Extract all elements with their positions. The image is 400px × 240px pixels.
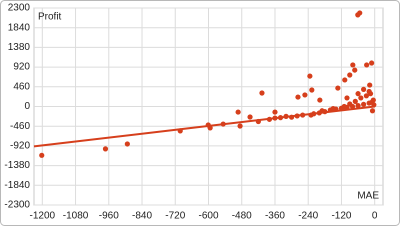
point [237, 123, 243, 129]
point [177, 128, 183, 134]
point [317, 97, 323, 103]
y-tick-label: -460 [10, 121, 30, 132]
x-tick-label: -600 [198, 211, 218, 222]
point [259, 90, 265, 96]
point [361, 101, 367, 107]
y-tick-label: 1840 [8, 22, 31, 33]
chart: 2300 1840 1380 920 460 0 -460 -920 -1380 -1840 -23… [0, 0, 400, 226]
point [330, 106, 336, 112]
point [352, 67, 358, 73]
point [309, 87, 315, 93]
y-tick-label: 0 [24, 101, 30, 112]
y-tick-label: 920 [13, 62, 30, 73]
point [294, 113, 300, 119]
point [302, 92, 308, 98]
point [300, 112, 306, 118]
point [341, 103, 347, 110]
point [366, 88, 372, 95]
x-tick-label: -480 [232, 211, 252, 222]
x-tick-label: -720 [165, 211, 185, 222]
point [102, 146, 109, 152]
point [255, 118, 261, 125]
point [39, 152, 45, 158]
y-axis-label: Profit [38, 12, 62, 23]
x-tick-label: -1200 [30, 211, 56, 222]
point [344, 95, 350, 101]
y-tick-label: 1380 [8, 42, 31, 53]
point [364, 62, 370, 68]
point [311, 111, 317, 117]
point [347, 101, 353, 107]
point [367, 82, 373, 88]
y-tick-label: -1380 [4, 160, 30, 171]
x-tick-label: -960 [99, 211, 119, 222]
y-tick-label: -920 [10, 141, 30, 152]
point [124, 141, 130, 147]
point [277, 115, 284, 121]
point [363, 93, 369, 99]
point [358, 95, 364, 101]
point [272, 109, 278, 115]
point [352, 98, 358, 104]
point [369, 108, 376, 114]
point [335, 85, 341, 91]
point [247, 114, 253, 120]
point [371, 102, 377, 108]
point [207, 125, 213, 131]
x-tick-label: -360 [265, 211, 285, 222]
point [355, 91, 361, 97]
point [319, 108, 325, 114]
point [220, 121, 226, 127]
point [266, 116, 273, 122]
point [361, 86, 367, 92]
point [272, 115, 278, 121]
point [307, 73, 313, 79]
x-tick-label: -240 [298, 211, 318, 222]
point [355, 103, 361, 109]
point [347, 72, 353, 78]
y-tick-label: 2300 [8, 3, 31, 14]
point [283, 113, 289, 119]
x-tick-label: -1080 [63, 211, 89, 222]
y-tick-label: 460 [13, 81, 30, 92]
point [342, 77, 348, 83]
x-tick-label: 0 [372, 211, 378, 222]
point [288, 114, 295, 120]
point [369, 60, 375, 66]
point [350, 62, 356, 68]
x-tick-label: -120 [331, 211, 351, 222]
point [370, 97, 376, 103]
point [235, 109, 241, 115]
point [295, 94, 301, 100]
y-tick-label: -1840 [4, 180, 30, 191]
x-tick-label: -840 [132, 211, 152, 222]
x-axis-label: MAE [357, 191, 379, 202]
y-tick-label: -2300 [4, 200, 30, 211]
point [357, 10, 363, 16]
